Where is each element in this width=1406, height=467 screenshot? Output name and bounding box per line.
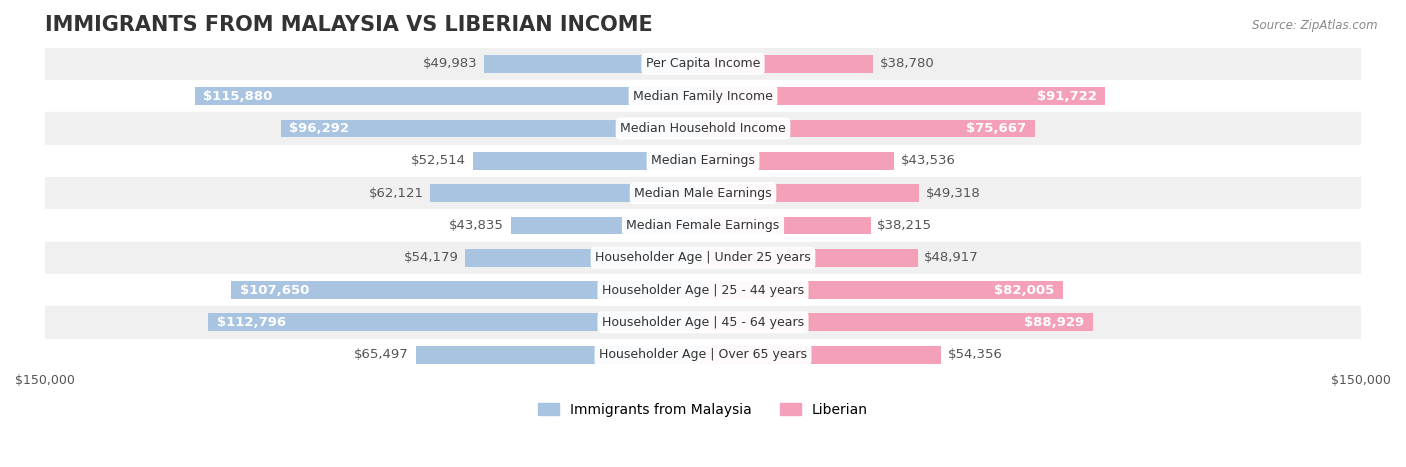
Text: Median Earnings: Median Earnings [651,154,755,167]
Bar [703,184,920,202]
Text: $43,835: $43,835 [450,219,505,232]
Bar [45,274,1361,306]
Text: $38,780: $38,780 [880,57,935,71]
Bar [703,281,1063,299]
Text: $49,983: $49,983 [423,57,477,71]
Text: $91,722: $91,722 [1036,90,1097,103]
Text: $112,796: $112,796 [217,316,285,329]
Bar [484,55,703,73]
Bar [703,55,873,73]
Bar [45,209,1361,241]
Text: $88,929: $88,929 [1024,316,1084,329]
Text: $54,356: $54,356 [948,348,1002,361]
Text: Householder Age | 25 - 44 years: Householder Age | 25 - 44 years [602,283,804,297]
Bar [465,249,703,267]
Text: $75,667: $75,667 [966,122,1026,135]
Legend: Immigrants from Malaysia, Liberian: Immigrants from Malaysia, Liberian [533,397,873,422]
Bar [416,346,703,364]
Bar [45,48,1361,80]
Text: $115,880: $115,880 [204,90,273,103]
Text: $43,536: $43,536 [901,154,956,167]
Text: Householder Age | 45 - 64 years: Householder Age | 45 - 64 years [602,316,804,329]
Bar [472,152,703,170]
Text: Householder Age | Under 25 years: Householder Age | Under 25 years [595,251,811,264]
Bar [231,281,703,299]
Bar [703,120,1035,137]
Bar [45,306,1361,339]
Text: Per Capita Income: Per Capita Income [645,57,761,71]
Bar [703,87,1105,105]
Bar [45,177,1361,209]
Bar [703,346,942,364]
Text: $96,292: $96,292 [290,122,349,135]
Text: Median Family Income: Median Family Income [633,90,773,103]
Bar [703,249,918,267]
Bar [430,184,703,202]
Text: $107,650: $107,650 [239,283,309,297]
Text: $48,917: $48,917 [924,251,979,264]
Text: Source: ZipAtlas.com: Source: ZipAtlas.com [1253,19,1378,32]
Bar [208,313,703,331]
Text: $49,318: $49,318 [927,187,981,199]
Bar [281,120,703,137]
Bar [45,80,1361,112]
Bar [45,339,1361,371]
Bar [194,87,703,105]
Text: $54,179: $54,179 [404,251,458,264]
Bar [45,112,1361,145]
Text: $52,514: $52,514 [411,154,465,167]
Text: $38,215: $38,215 [877,219,932,232]
Text: Median Female Earnings: Median Female Earnings [627,219,779,232]
Bar [45,241,1361,274]
Text: $65,497: $65,497 [354,348,409,361]
Bar [703,313,1092,331]
Bar [45,145,1361,177]
Text: Median Household Income: Median Household Income [620,122,786,135]
Bar [703,152,894,170]
Text: Householder Age | Over 65 years: Householder Age | Over 65 years [599,348,807,361]
Text: IMMIGRANTS FROM MALAYSIA VS LIBERIAN INCOME: IMMIGRANTS FROM MALAYSIA VS LIBERIAN INC… [45,15,652,35]
Text: Median Male Earnings: Median Male Earnings [634,187,772,199]
Bar [510,217,703,234]
Bar [703,217,870,234]
Text: $62,121: $62,121 [368,187,423,199]
Text: $82,005: $82,005 [994,283,1054,297]
